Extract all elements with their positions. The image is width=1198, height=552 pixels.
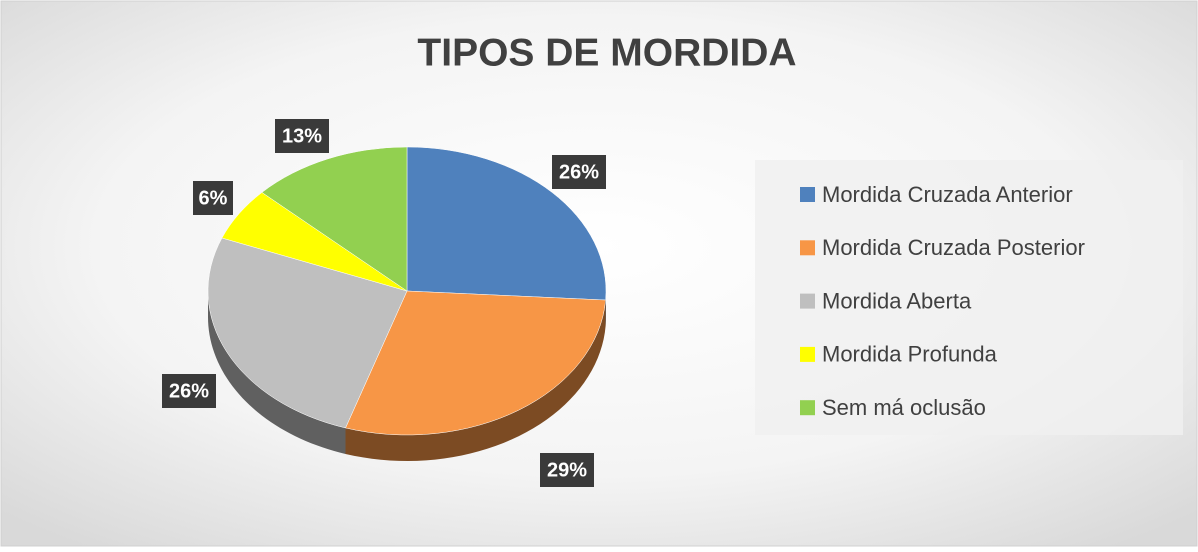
legend-swatch — [800, 240, 815, 255]
legend-swatch — [800, 347, 815, 362]
legend-label: Mordida Cruzada Posterior — [822, 235, 1085, 260]
chart-title: TIPOS DE MORDIDA — [417, 31, 796, 74]
legend-swatch — [800, 187, 815, 202]
data-label: 13% — [282, 125, 322, 147]
legend-label: Sem má oclusão — [822, 395, 986, 420]
legend-swatch — [800, 400, 815, 415]
data-label: 6% — [199, 187, 228, 209]
legend-label: Mordida Profunda — [822, 342, 998, 367]
data-label: 29% — [547, 459, 587, 481]
legend-swatch — [800, 294, 815, 309]
data-label: 26% — [169, 380, 209, 402]
data-label: 26% — [559, 161, 599, 183]
legend-label: Mordida Aberta — [822, 288, 972, 313]
legend-label: Mordida Cruzada Anterior — [822, 182, 1073, 207]
